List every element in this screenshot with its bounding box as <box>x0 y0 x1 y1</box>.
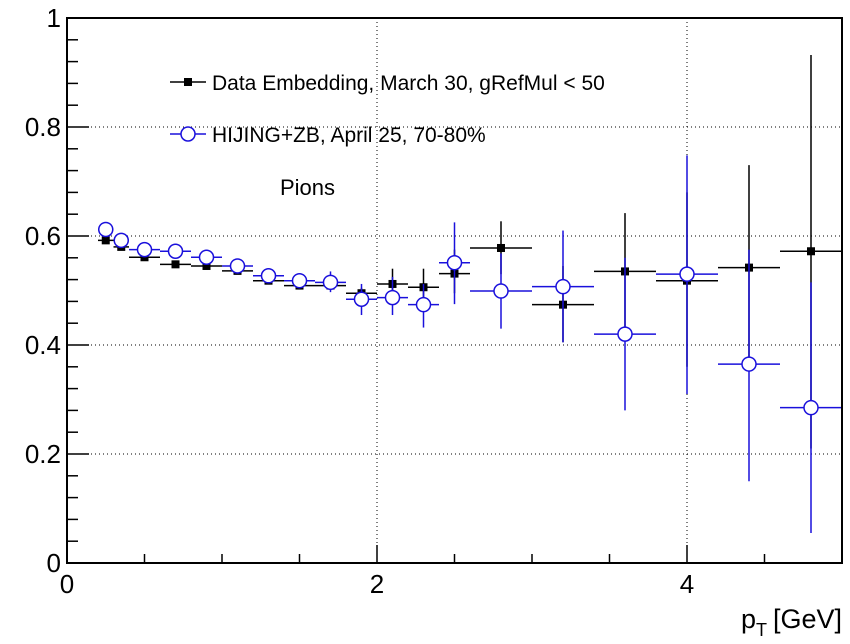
data-point <box>493 283 509 299</box>
x-tick-label: 4 <box>680 569 694 599</box>
data-point <box>113 232 129 249</box>
data-point <box>98 221 114 238</box>
legend-label-hijing: HIJING+ZB, April 25, 70-80% <box>212 124 486 147</box>
data-point <box>171 260 180 269</box>
data-point <box>807 247 815 256</box>
axis-ticks <box>66 17 843 564</box>
legend-marker-hijing <box>180 126 196 142</box>
data-point <box>260 268 277 284</box>
y-tick-label: 0.8 <box>25 112 61 142</box>
data-point <box>497 243 505 252</box>
tick-labels: 0 2 4 0 0.2 0.4 0.6 0.8 1 <box>25 3 694 599</box>
y-tick-label: 0.4 <box>25 330 61 360</box>
y-tick-label: 0 <box>47 548 61 578</box>
data-point <box>198 249 215 266</box>
legend-label-data: Data Embedding, March 30, gRefMul < 50 <box>212 72 605 95</box>
data-point <box>322 274 339 291</box>
data-point <box>167 243 184 260</box>
y-tick-label: 0.6 <box>25 221 61 251</box>
legend-marker-data <box>184 78 192 86</box>
data-point <box>803 399 819 416</box>
x-axis-title-unit: [GeV] <box>773 604 842 634</box>
series-layer <box>98 55 842 534</box>
y-tick-label: 0.2 <box>25 439 61 469</box>
data-point <box>202 261 211 270</box>
data-point <box>384 289 401 306</box>
legend: Data Embedding, March 30, gRefMul < 50 H… <box>170 72 605 147</box>
x-axis-title: pT [GeV] <box>741 604 842 640</box>
data-point <box>679 266 695 282</box>
data-point <box>353 291 370 307</box>
data-point <box>136 241 153 258</box>
x-axis-title-p: p <box>741 604 756 634</box>
data-point <box>101 236 110 245</box>
data-point <box>291 272 308 289</box>
x-tick-label: 2 <box>370 569 384 599</box>
data-point <box>229 258 246 274</box>
data-point <box>555 278 571 295</box>
series-1 <box>98 155 842 534</box>
x-tick-label: 0 <box>60 569 74 599</box>
data-point <box>617 326 633 342</box>
data-point <box>446 254 463 271</box>
annotation-pions: Pions <box>280 175 335 200</box>
y-tick-label: 1 <box>47 3 61 33</box>
data-point <box>415 296 432 313</box>
x-axis-title-sub: T <box>756 620 767 640</box>
data-point <box>741 356 757 372</box>
